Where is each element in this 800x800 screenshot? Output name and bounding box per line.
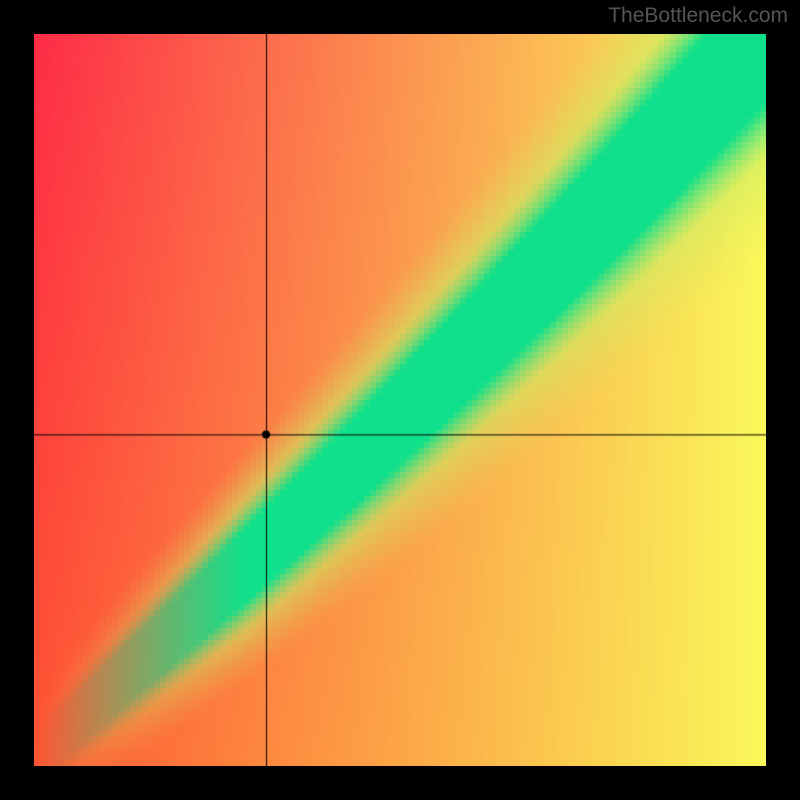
heatmap-canvas (34, 34, 766, 766)
heatmap-plot (34, 34, 766, 766)
watermark-text: TheBottleneck.com (608, 4, 788, 28)
chart-container: TheBottleneck.com (0, 0, 800, 800)
